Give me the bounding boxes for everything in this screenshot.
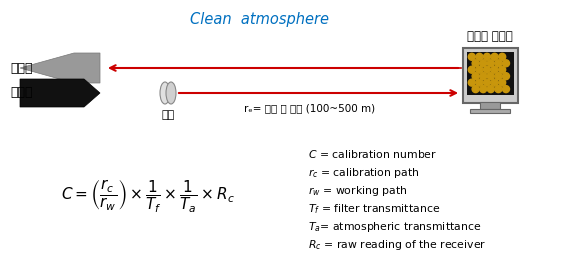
Polygon shape bbox=[20, 79, 100, 107]
Circle shape bbox=[491, 66, 498, 73]
Text: $r_c$ = calibration path: $r_c$ = calibration path bbox=[308, 166, 420, 180]
Circle shape bbox=[484, 53, 490, 60]
Circle shape bbox=[487, 86, 494, 93]
Text: 수신부: 수신부 bbox=[10, 62, 33, 75]
Text: Clean  atmosphere: Clean atmosphere bbox=[190, 12, 329, 27]
Circle shape bbox=[476, 79, 483, 86]
Polygon shape bbox=[20, 53, 100, 83]
Circle shape bbox=[495, 60, 502, 67]
Circle shape bbox=[480, 73, 486, 80]
Ellipse shape bbox=[166, 82, 176, 104]
Text: 근거리 반사경: 근거리 반사경 bbox=[467, 30, 513, 43]
Circle shape bbox=[491, 53, 498, 60]
Circle shape bbox=[472, 73, 479, 80]
Circle shape bbox=[476, 53, 483, 60]
Text: rₑ= 교정 시 거리 (100~500 m): rₑ= 교정 시 거리 (100~500 m) bbox=[245, 103, 376, 113]
Text: $r_w$ = working path: $r_w$ = working path bbox=[308, 184, 407, 198]
Text: 필터: 필터 bbox=[162, 110, 175, 120]
Bar bbox=[467, 52, 514, 95]
Circle shape bbox=[495, 73, 502, 80]
Circle shape bbox=[468, 79, 475, 86]
Text: $C$ = calibration number: $C$ = calibration number bbox=[308, 148, 437, 160]
Bar bbox=[470, 109, 510, 113]
Circle shape bbox=[468, 53, 475, 60]
Circle shape bbox=[484, 66, 490, 73]
Circle shape bbox=[502, 60, 510, 67]
Circle shape bbox=[487, 73, 494, 80]
Text: $T_f$ = filter transmittance: $T_f$ = filter transmittance bbox=[308, 202, 440, 216]
Circle shape bbox=[499, 79, 506, 86]
Text: $C = \left(\dfrac{r_c}{r_w}\right) \times \dfrac{1}{T_f} \times \dfrac{1}{T_a} \: $C = \left(\dfrac{r_c}{r_w}\right) \time… bbox=[61, 176, 235, 214]
Text: $T_a$= atmospheric transmittance: $T_a$= atmospheric transmittance bbox=[308, 220, 481, 234]
Circle shape bbox=[495, 86, 502, 93]
Circle shape bbox=[476, 66, 483, 73]
Circle shape bbox=[499, 66, 506, 73]
Circle shape bbox=[484, 79, 490, 86]
Circle shape bbox=[487, 60, 494, 67]
Text: $R_c$ = raw reading of the receiver: $R_c$ = raw reading of the receiver bbox=[308, 238, 486, 252]
Bar bbox=[463, 48, 518, 103]
Circle shape bbox=[502, 73, 510, 80]
Circle shape bbox=[480, 60, 486, 67]
Circle shape bbox=[502, 86, 510, 93]
Text: 송신부: 송신부 bbox=[10, 86, 33, 100]
Circle shape bbox=[472, 86, 479, 93]
Circle shape bbox=[480, 86, 486, 93]
Ellipse shape bbox=[160, 82, 170, 104]
Circle shape bbox=[499, 53, 506, 60]
Circle shape bbox=[491, 79, 498, 86]
Bar bbox=[480, 102, 500, 109]
Circle shape bbox=[472, 60, 479, 67]
Circle shape bbox=[468, 66, 475, 73]
